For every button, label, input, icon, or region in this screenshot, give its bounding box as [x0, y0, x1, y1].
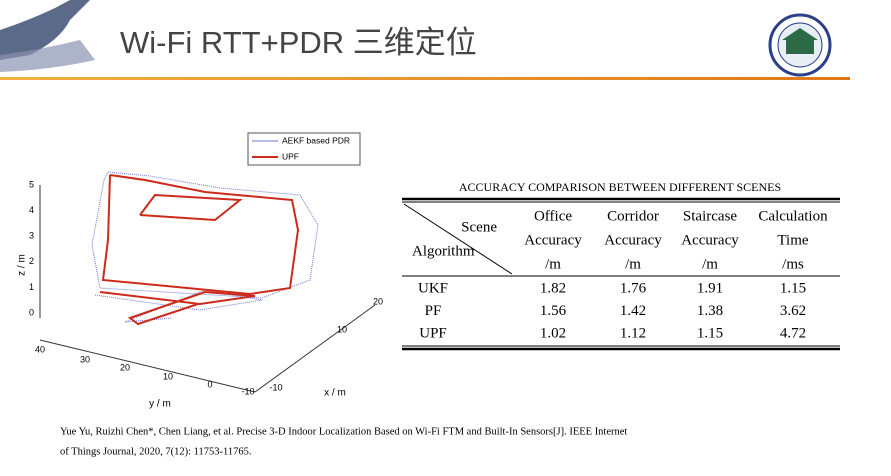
z-tick-label: 1	[29, 282, 34, 292]
slide-title: Wi-Fi RTT+PDR 三维定位	[120, 25, 477, 60]
column-header: Accuracy	[524, 232, 582, 248]
table-cell: 1.91	[697, 280, 723, 296]
roof-decoration	[0, 0, 95, 72]
column-header: Staircase	[683, 208, 737, 224]
axis-label: y / m	[149, 399, 171, 410]
corner-label: Scene	[461, 219, 497, 235]
x-tick-label: 10	[337, 324, 347, 334]
table-cell: 1.82	[540, 280, 566, 296]
corner-label: Algorithm	[412, 243, 475, 259]
x-tick-label: -10	[269, 382, 282, 392]
table-cell: 3.62	[780, 303, 806, 319]
y-tick-label: 10	[163, 371, 173, 381]
upf-track	[139, 193, 243, 222]
table-cell: 1.76	[620, 280, 647, 296]
column-header: /m	[545, 256, 561, 272]
citation-line: Yue Yu, Ruizhi Chen*, Chen Liang, et al.…	[60, 426, 627, 437]
y-tick-label: 30	[80, 354, 90, 364]
table-cell: 1.15	[780, 280, 806, 296]
legend	[247, 132, 361, 166]
axis-label: z / m	[17, 254, 28, 276]
z-tick-label: 4	[29, 205, 34, 215]
upf-track	[99, 290, 256, 326]
table-cell: 1.02	[540, 325, 566, 341]
y-tick-label: 20	[120, 362, 130, 372]
x-axis	[254, 304, 376, 393]
row-label: UPF	[419, 325, 447, 341]
y-tick-label: -10	[241, 386, 254, 396]
upf-track	[101, 174, 300, 296]
pdr-track	[91, 171, 319, 299]
corner-diagonal	[403, 203, 513, 275]
column-header: /m	[625, 256, 641, 272]
column-header: Office	[534, 208, 572, 224]
table-cell: 1.12	[620, 325, 646, 341]
column-header: Time	[777, 232, 808, 248]
y-axis	[39, 339, 256, 393]
y-tick-label: 40	[35, 344, 45, 354]
column-header: /m	[702, 256, 718, 272]
table-cell: 1.38	[697, 303, 723, 319]
y-tick-label: 0	[207, 379, 212, 389]
column-header: Calculation	[758, 208, 828, 224]
logo	[768, 13, 832, 77]
z-tick-label: 0	[29, 307, 34, 317]
column-header: Accuracy	[604, 232, 662, 248]
table-cell: 4.72	[780, 325, 806, 341]
z-tick-label: 5	[29, 179, 34, 189]
row-label: PF	[425, 303, 442, 319]
x-tick-label: 20	[373, 296, 383, 306]
trajectory-plot: AEKF based PDR UPF z / m y / m x / m	[17, 132, 376, 410]
legend-label: UPF	[282, 151, 299, 161]
z-tick-label: 3	[29, 231, 34, 241]
row-label: UKF	[418, 280, 448, 296]
table-caption: ACCURACY COMPARISON BETWEEN DIFFERENT SC…	[459, 180, 781, 194]
header-rule	[0, 77, 850, 80]
column-header: /ms	[782, 256, 804, 272]
legend-label: AEKF based PDR	[282, 135, 350, 145]
column-header: Corridor	[607, 208, 659, 224]
table-cell: 1.56	[540, 303, 567, 319]
axis-label: x / m	[324, 388, 346, 399]
citation-line: of Things Journal, 2020, 7(12): 11753-11…	[60, 446, 252, 457]
table-cell: 1.42	[620, 303, 646, 319]
column-header: Accuracy	[681, 232, 739, 248]
table-cell: 1.15	[697, 325, 723, 341]
z-tick-label: 2	[29, 256, 34, 266]
